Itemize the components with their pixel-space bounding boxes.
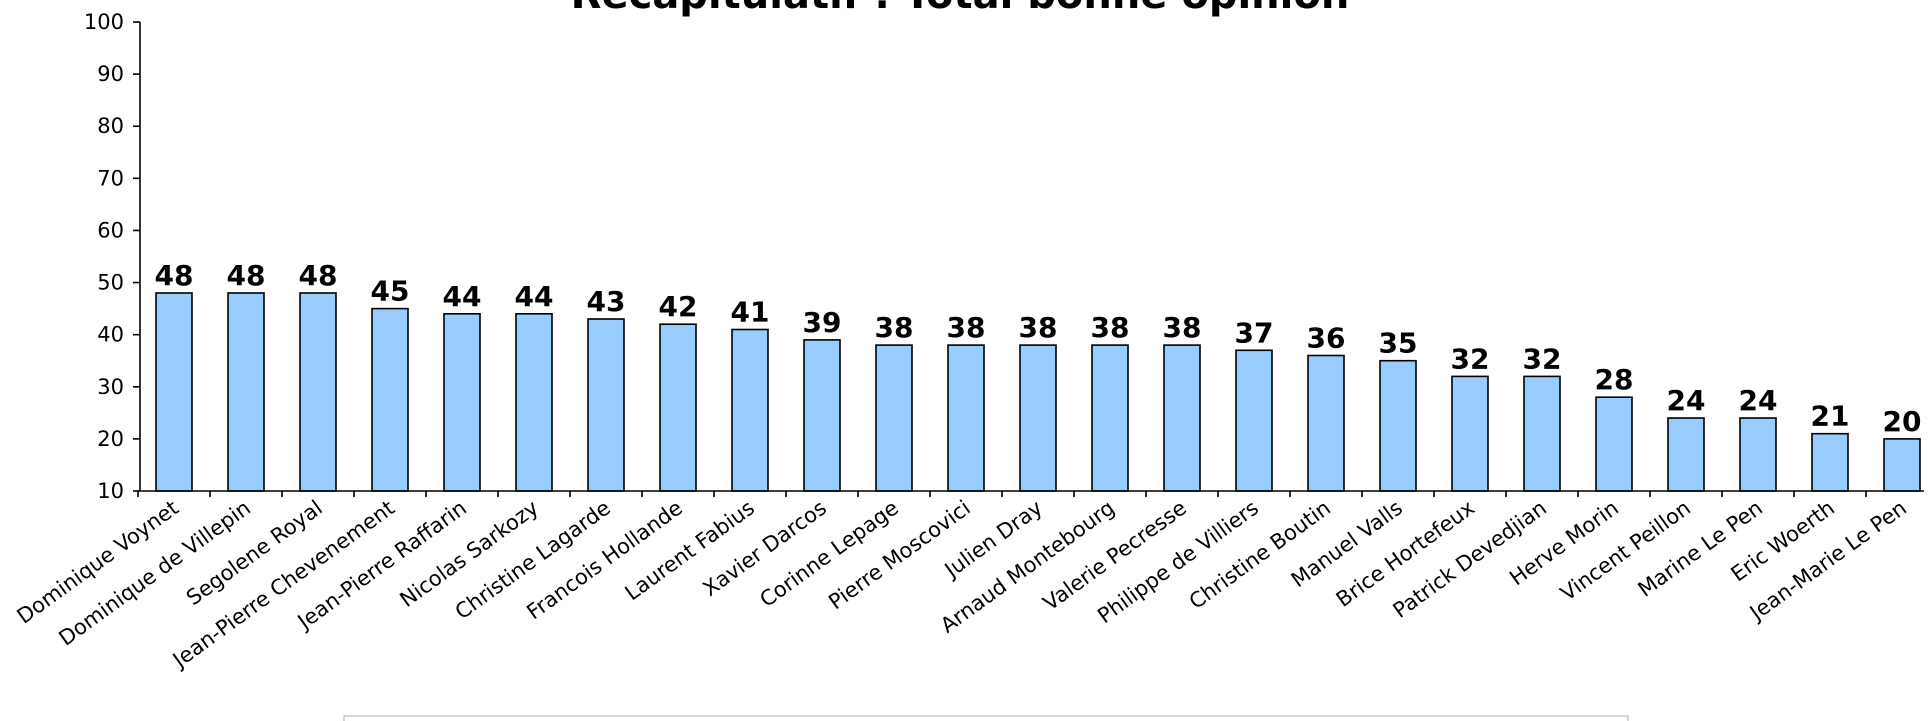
data-label-24: 21 [1811,400,1850,433]
bar-5 [443,312,481,492]
y-tick-label: 70 [97,166,124,190]
y-tick-label: 30 [97,375,124,399]
bar-12 [947,344,985,492]
data-label-1: 48 [155,259,194,292]
bar-17 [1307,354,1345,492]
chart-title: Récapitulatif : Total bonne opinion [571,0,1350,18]
bar-11 [875,344,913,492]
data-label-3: 48 [299,259,338,292]
y-tick-label: 50 [97,271,124,295]
data-label-16: 37 [1235,316,1274,349]
y-tick-label: 20 [97,427,124,451]
y-tick-label: 60 [97,218,124,242]
data-label-20: 32 [1523,342,1562,375]
y-tick-label: 10 [97,479,124,503]
bar-21 [1595,396,1633,492]
data-label-23: 24 [1739,384,1778,417]
bar-9 [731,328,769,492]
data-label-18: 35 [1379,327,1418,360]
bar-14 [1091,344,1129,492]
data-label-14: 38 [1091,311,1130,344]
category-label-23: Marine Le Pen [1634,496,1767,602]
data-label-4: 45 [371,275,410,308]
bar-15 [1163,344,1201,492]
bar-3 [299,292,337,492]
y-tick-label: 100 [84,10,124,34]
bar-8 [659,323,697,492]
data-label-13: 38 [1019,311,1058,344]
data-label-25: 20 [1883,405,1922,438]
legend-box [343,715,1629,721]
bar-18 [1379,359,1417,492]
bar-20 [1523,375,1561,492]
data-label-7: 43 [587,285,626,318]
data-label-17: 36 [1307,322,1346,355]
bar-19 [1451,375,1489,492]
bar-25 [1883,438,1921,492]
data-label-10: 39 [803,306,842,339]
data-label-2: 48 [227,259,266,292]
data-label-9: 41 [731,296,770,329]
bar-1 [155,292,193,492]
bar-13 [1019,344,1057,492]
bar-22 [1667,417,1705,492]
data-label-12: 38 [947,311,986,344]
bar-16 [1235,349,1273,492]
bar-4 [371,307,409,492]
data-label-8: 42 [659,290,698,323]
bar-10 [803,339,841,492]
bar-6 [515,312,553,492]
y-tick-label: 90 [97,62,124,86]
y-tick-label: 40 [97,323,124,347]
data-label-15: 38 [1163,311,1202,344]
bar-7 [587,318,625,492]
data-label-6: 44 [515,280,554,313]
bar-23 [1739,417,1777,492]
category-label-9: Laurent Fabius [621,496,759,606]
bars-layer: 48 48 48 45 44 44 43 42 41 39 38 38 38 38 38 37 36 35 32 32… [155,259,1922,492]
bar-24 [1811,432,1849,492]
data-label-11: 38 [875,311,914,344]
data-label-19: 32 [1451,342,1490,375]
data-label-21: 28 [1595,363,1634,396]
y-tick-label: 80 [97,114,124,138]
bar-2 [227,292,265,492]
data-label-22: 24 [1667,384,1706,417]
data-label-5: 44 [443,280,482,313]
category-label-22: Vincent Peillon [1556,496,1695,606]
